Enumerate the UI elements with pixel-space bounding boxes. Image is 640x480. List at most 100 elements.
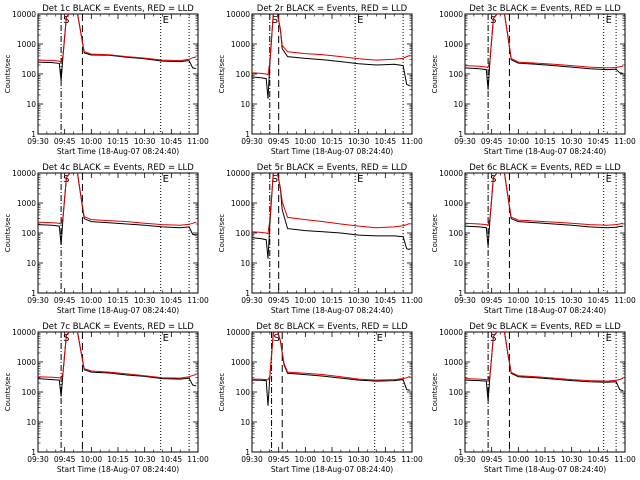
x-tick-label: 09:45 bbox=[54, 296, 76, 305]
x-tick-label: 10:00 bbox=[81, 137, 103, 146]
interval-marker-label: S bbox=[272, 174, 278, 185]
y-tick-label: 1 bbox=[458, 289, 463, 298]
y-tick-label: 100 bbox=[236, 229, 251, 238]
x-tick-label: 11:00 bbox=[614, 137, 636, 146]
y-tick-label: 1000 bbox=[17, 358, 36, 367]
y-tick-label: 1 bbox=[31, 130, 36, 139]
y-tick-label: 1000 bbox=[444, 199, 463, 208]
y-axis-label: Counts/sec bbox=[431, 373, 439, 412]
series-line-events bbox=[252, 173, 411, 259]
y-tick-label: 10 bbox=[26, 259, 36, 268]
y-tick-label: 10 bbox=[240, 259, 250, 268]
x-tick-label: 11:00 bbox=[187, 137, 209, 146]
x-tick-label: 11:00 bbox=[187, 455, 209, 464]
panel-3: Det 3c BLACK = Events, RED = LLD 1 10 100 10… bbox=[431, 4, 636, 156]
x-tick-label: 09:30 bbox=[454, 455, 476, 464]
interval-marker-label: E bbox=[357, 174, 363, 185]
y-tick-label: 10000 bbox=[439, 10, 463, 19]
series-line-lld bbox=[252, 173, 411, 235]
y-tick-label: 10000 bbox=[226, 328, 250, 337]
plot-frame bbox=[251, 172, 413, 294]
panel-4: Det 4c BLACK = Events, RED = LLD 1 10 100 10… bbox=[4, 163, 209, 315]
x-tick-label: 10:45 bbox=[161, 137, 183, 146]
x-tick-label: 10:15 bbox=[107, 455, 129, 464]
plot-frame bbox=[251, 331, 413, 453]
y-tick-label: 1000 bbox=[17, 40, 36, 49]
y-tick-label: 10000 bbox=[226, 10, 250, 19]
y-tick-label: 100 bbox=[449, 388, 464, 397]
x-tick-label: 09:30 bbox=[27, 137, 49, 146]
series-line-lld bbox=[38, 14, 197, 64]
y-tick-label: 1 bbox=[31, 448, 36, 457]
x-tick-label: 10:00 bbox=[295, 296, 317, 305]
y-tick-label: 10000 bbox=[439, 328, 463, 337]
x-axis-label: Start Time (18-Aug-07 08:24:40) bbox=[57, 147, 179, 156]
x-axis-label: Start Time (18-Aug-07 08:24:40) bbox=[484, 306, 606, 315]
panel-8: Det 8c BLACK = Events, RED = LLD 1 10 100 10… bbox=[218, 322, 423, 474]
y-axis-label: Counts/sec bbox=[4, 373, 12, 412]
series-line-events bbox=[38, 332, 197, 397]
x-axis-label: Start Time (18-Aug-07 08:24:40) bbox=[57, 306, 179, 315]
series-line-lld bbox=[38, 332, 197, 380]
x-tick-label: 11:00 bbox=[401, 137, 423, 146]
x-tick-label: 09:30 bbox=[241, 137, 263, 146]
x-tick-label: 10:00 bbox=[508, 137, 530, 146]
x-tick-label: 09:30 bbox=[27, 455, 49, 464]
x-tick-label: 10:30 bbox=[134, 455, 156, 464]
y-tick-label: 10000 bbox=[12, 169, 36, 178]
x-tick-label: 10:15 bbox=[107, 137, 129, 146]
y-tick-label: 1000 bbox=[17, 199, 36, 208]
x-tick-label: 10:00 bbox=[508, 455, 530, 464]
y-axis-label: Counts/sec bbox=[431, 214, 439, 253]
x-tick-label: 10:30 bbox=[561, 296, 583, 305]
series-line-events bbox=[465, 173, 624, 247]
y-tick-label: 1 bbox=[458, 130, 463, 139]
y-tick-label: 100 bbox=[236, 70, 251, 79]
x-tick-label: 09:30 bbox=[454, 296, 476, 305]
x-tick-label: 10:45 bbox=[588, 296, 610, 305]
chart-title: Det 9c BLACK = Events, RED = LLD bbox=[469, 322, 621, 332]
interval-marker-label: E bbox=[377, 333, 383, 344]
chart-title: Det 6c BLACK = Events, RED = LLD bbox=[469, 163, 621, 173]
y-tick-label: 100 bbox=[22, 229, 37, 238]
series-line-lld bbox=[252, 332, 411, 381]
y-axis-label: Counts/sec bbox=[431, 55, 439, 94]
y-axis-label: Counts/sec bbox=[218, 373, 226, 412]
y-tick-label: 10 bbox=[240, 418, 250, 427]
chart-title: Det 2r BLACK = Events, RED = LLD bbox=[257, 4, 408, 14]
x-tick-label: 11:00 bbox=[187, 296, 209, 305]
x-tick-label: 09:45 bbox=[268, 455, 290, 464]
x-tick-label: 10:15 bbox=[534, 455, 556, 464]
y-tick-label: 1 bbox=[245, 289, 250, 298]
y-tick-label: 100 bbox=[236, 388, 251, 397]
x-axis-label: Start Time (18-Aug-07 08:24:40) bbox=[57, 465, 179, 474]
chart-title: Det 7c BLACK = Events, RED = LLD bbox=[42, 322, 194, 332]
x-tick-label: 10:30 bbox=[561, 137, 583, 146]
x-axis-label: Start Time (18-Aug-07 08:24:40) bbox=[271, 147, 393, 156]
interval-marker-label: S bbox=[272, 15, 278, 26]
x-tick-label: 09:45 bbox=[268, 296, 290, 305]
x-axis-label: Start Time (18-Aug-07 08:24:40) bbox=[484, 147, 606, 156]
y-axis-label: Counts/sec bbox=[4, 55, 12, 94]
interval-marker-label: E bbox=[163, 174, 169, 185]
x-tick-label: 10:15 bbox=[107, 296, 129, 305]
x-tick-label: 09:30 bbox=[454, 137, 476, 146]
y-tick-label: 1 bbox=[31, 289, 36, 298]
series-line-lld bbox=[38, 173, 197, 226]
x-tick-label: 10:45 bbox=[161, 296, 183, 305]
x-tick-label: 10:30 bbox=[348, 137, 370, 146]
x-tick-label: 10:45 bbox=[161, 455, 183, 464]
y-tick-label: 10 bbox=[453, 418, 463, 427]
x-tick-label: 10:45 bbox=[375, 455, 397, 464]
x-tick-label: 10:30 bbox=[561, 455, 583, 464]
chart-title: Det 4c BLACK = Events, RED = LLD bbox=[42, 163, 194, 173]
x-tick-label: 10:45 bbox=[588, 137, 610, 146]
y-tick-label: 100 bbox=[22, 70, 37, 79]
panel-7: Det 7c BLACK = Events, RED = LLD 1 10 100 10… bbox=[4, 322, 209, 474]
panel-6: Det 6c BLACK = Events, RED = LLD 1 10 100 10… bbox=[431, 163, 636, 315]
x-tick-label: 10:30 bbox=[348, 296, 370, 305]
chart-title: Det 1c BLACK = Events, RED = LLD bbox=[42, 4, 194, 14]
x-tick-label: 11:00 bbox=[401, 455, 423, 464]
y-tick-label: 10 bbox=[26, 100, 36, 109]
